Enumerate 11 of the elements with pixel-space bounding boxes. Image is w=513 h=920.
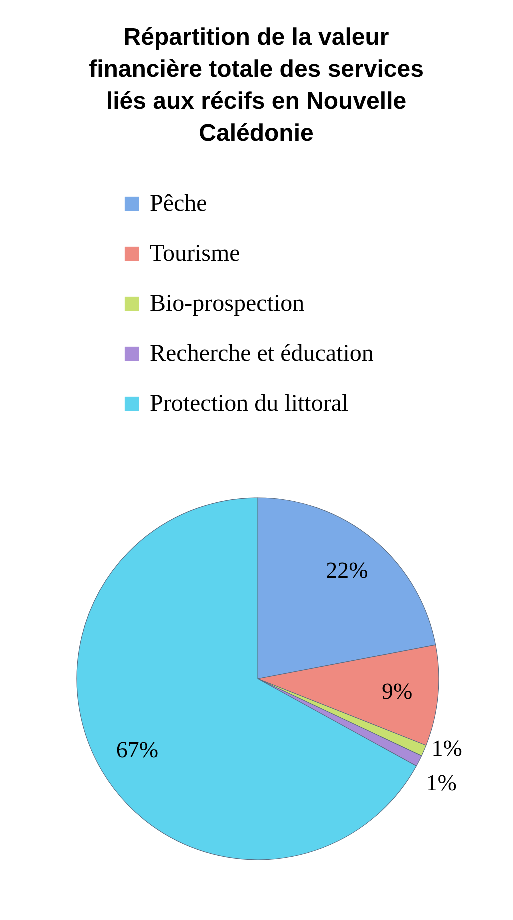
legend-label: Pêche [150, 191, 208, 217]
legend-label: Recherche et éducation [150, 341, 374, 367]
data-label: 67% [116, 737, 159, 762]
chart-title: Répartition de la valeur financière totale des services liés aux récifs en Nouvelle Calédonie [89, 24, 424, 147]
data-label: 1% [426, 770, 457, 796]
data-label: 1% [432, 736, 462, 761]
legend-label: Tourisme [150, 241, 240, 267]
legend-label: Bio-prospection [150, 291, 305, 317]
data-label: 9% [382, 679, 413, 704]
legend-label: Protection du littoral [150, 391, 349, 417]
data-label: 22% [326, 558, 368, 584]
